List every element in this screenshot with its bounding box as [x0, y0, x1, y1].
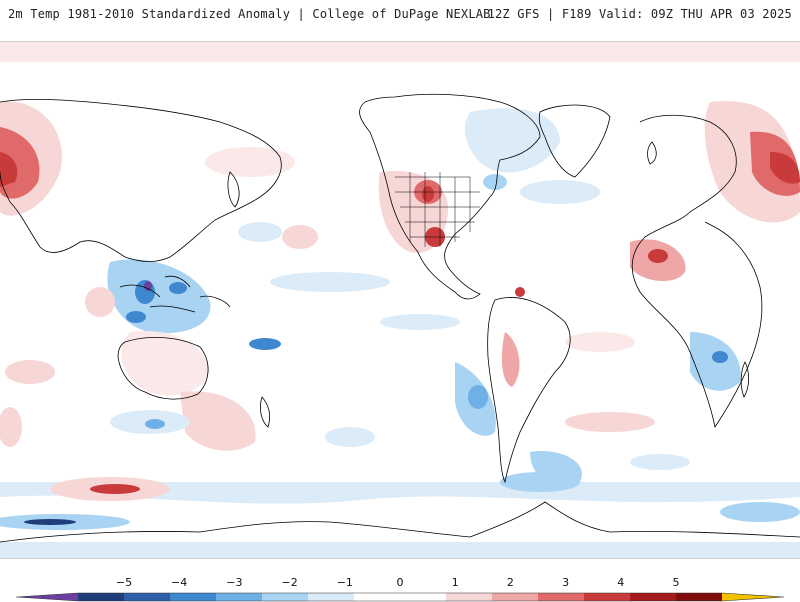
- colorbar-max-extend: [722, 593, 784, 601]
- colorbar-legend: −5 −4 −3 −2 −1 0 1 2 3 4 5: [0, 568, 800, 602]
- canada-cold: [464, 108, 560, 173]
- anomaly-map: [0, 41, 800, 559]
- map-title: 2m Temp 1981-2010 Standardized Anomaly |…: [8, 7, 491, 21]
- colorbar-segment: [124, 593, 171, 601]
- colorbar-segment: [400, 593, 447, 601]
- europe-africa-outline: [631, 114, 763, 429]
- colorbar-tick-label: 2: [506, 576, 514, 589]
- colorbar-segment: [630, 593, 677, 601]
- colorbar-segment: [308, 593, 355, 601]
- arctic-warm-band: [0, 42, 800, 62]
- colorbar-segment: [354, 593, 401, 601]
- north-america-outline: [359, 93, 541, 300]
- pacific-cold-spot: [249, 338, 281, 350]
- colorbar-tick-label: 1: [451, 576, 459, 589]
- madagascar-outline: [740, 361, 750, 398]
- colorbar-segment: [170, 593, 217, 601]
- colorbar-tick-label: 5: [672, 576, 680, 589]
- colorbar-min-extend: [16, 593, 78, 601]
- british-isles-outline: [647, 141, 657, 165]
- colorbar-tick-label: −3: [226, 576, 243, 589]
- australia-outline: [117, 337, 209, 400]
- new-zealand-outline: [260, 396, 270, 428]
- colorbar-tick-label: 0: [396, 576, 404, 589]
- colorbar-tick-label: −2: [281, 576, 298, 589]
- colorbar: [15, 592, 785, 602]
- asia-outline: [0, 98, 282, 262]
- colorbar-tick-label: −5: [115, 576, 133, 589]
- colorbar-tick-label: −4: [171, 576, 188, 589]
- indonesia-outline: [119, 275, 231, 313]
- anomaly-shading: [0, 42, 800, 558]
- us-state-lines: [395, 172, 480, 247]
- colorbar-segment: [78, 593, 125, 601]
- colorbar-segment: [538, 593, 585, 601]
- header: 2m Temp 1981-2010 Standardized Anomaly |…: [0, 0, 800, 30]
- model-run-info: 12Z GFS | F189 Valid: 09Z THU APR 03 202…: [487, 7, 792, 21]
- colorbar-segment: [492, 593, 539, 601]
- japan-outline: [227, 171, 240, 208]
- colorbar-tick-label: 3: [562, 576, 570, 589]
- map-canvas: [0, 42, 800, 558]
- south-america-outline: [487, 297, 571, 484]
- colorbar-tick-label: 4: [617, 576, 625, 589]
- colorbar-segment: [676, 593, 723, 601]
- antarctica-outline: [0, 501, 800, 543]
- colorbar-tick-label: −1: [336, 576, 353, 589]
- colorbar-segment: [216, 593, 263, 601]
- coastlines: [0, 93, 800, 543]
- greenland-outline: [538, 104, 611, 178]
- colorbar-segment: [262, 593, 309, 601]
- colorbar-segment: [446, 593, 493, 601]
- australia-slight-warm: [121, 331, 210, 396]
- colorbar-segment: [584, 593, 631, 601]
